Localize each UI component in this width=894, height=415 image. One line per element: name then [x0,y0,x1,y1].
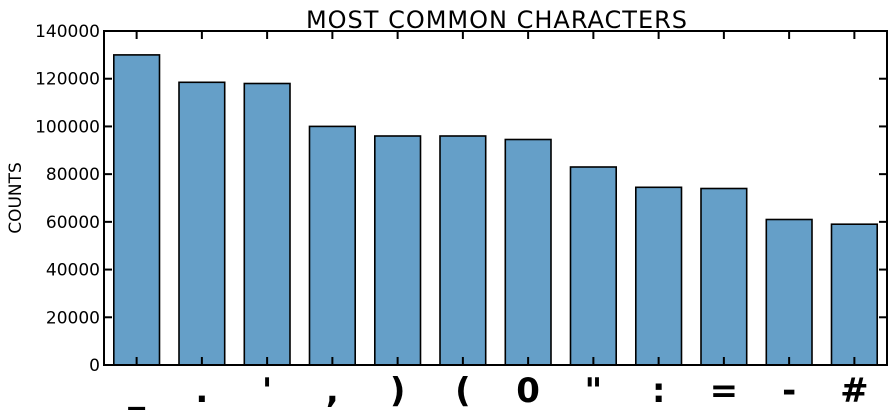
bar [700,187,748,366]
bars-group [113,54,879,366]
y-tick-label: 120000 [35,70,100,90]
x-tick-label: : [652,371,666,411]
x-tick-label: ( [455,371,471,411]
x-axis-ticks: _. ',) (0 ": = - # [128,31,869,411]
y-tick-label: 60000 [46,213,100,233]
bar [243,82,291,366]
x-tick-label: - [782,371,796,411]
x-tick-label: _ [128,371,145,411]
bar [830,223,879,366]
x-tick-label: . [195,371,208,411]
bar [569,166,618,366]
y-tick-label: 100000 [35,117,100,137]
y-tick-label: 140000 [35,22,100,42]
bar [308,125,357,366]
bar [765,218,813,366]
x-tick-label: " [585,371,603,411]
y-axis-label: COUNTS [6,162,26,234]
x-tick-label: , [326,371,339,411]
x-tick-label: = [710,371,739,411]
bar [373,135,422,366]
y-tick-label: 40000 [46,261,100,281]
x-tick-label: ' [262,371,272,411]
plot-frame [103,30,888,366]
x-tick-label: # [840,371,869,411]
bar [504,138,552,366]
y-tick-label: 0 [89,356,100,376]
y-tick-label: 20000 [46,308,100,328]
bar [113,54,161,366]
y-tick-label: 80000 [46,165,100,185]
bar [634,186,683,366]
bar [439,135,487,366]
x-tick-label: 0 [516,371,540,411]
bar [178,81,226,366]
y-axis-ticks: 0 20000 40000 60000 80000 100000 120000 140000 [35,22,887,376]
x-tick-label: ) [390,371,406,411]
chart-title: MOST COMMON CHARACTERS [306,6,688,34]
